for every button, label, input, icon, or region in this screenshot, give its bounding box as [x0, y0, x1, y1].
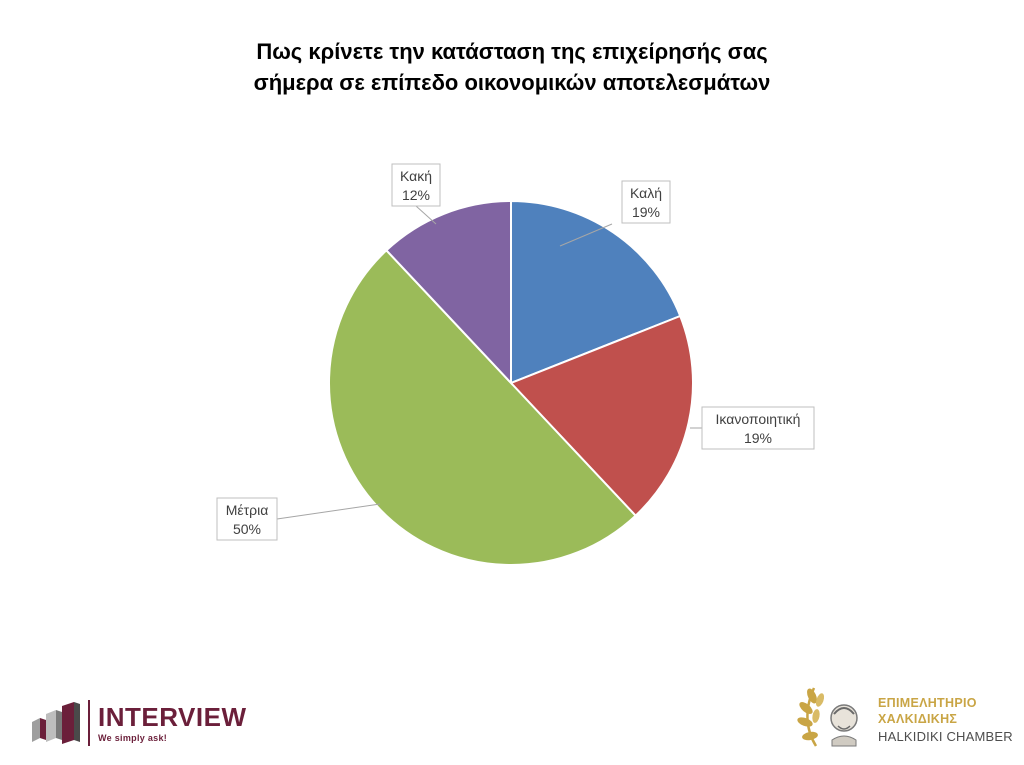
data-label-box-1: [621, 180, 671, 224]
data-label-percent-3: 50%: [233, 521, 261, 537]
olive-branch-bust-icon: [797, 687, 858, 747]
interview-bars-icon: [32, 702, 80, 744]
data-label-percent-4: 12%: [402, 187, 430, 203]
chamber-name-greek-1: ΕΠΙΜΕΛΗΤΗΡΙΟ: [878, 696, 977, 710]
chamber-name-greek-2: ΧΑΛΚΙΔΙΚΗΣ: [878, 712, 958, 726]
pie-slice-1: [510, 199, 682, 385]
chart-title: Πως κρίνετε την κατάσταση της επιχείρησή…: [0, 36, 1024, 98]
chamber-name-english: HALKIDIKI CHAMBER: [878, 729, 1013, 744]
leader-line-4: [415, 205, 437, 225]
interview-separator: [88, 700, 90, 746]
data-label-percent-2: 19%: [744, 430, 772, 446]
chart-title-line-1: Πως κρίνετε την κατάσταση της επιχείρησή…: [256, 39, 768, 64]
pie-slice-2: [509, 314, 694, 518]
data-label-percent-1: 19%: [632, 204, 660, 220]
data-label-category-4: Κακή: [400, 168, 432, 184]
data-label-category-3: Μέτρια: [226, 502, 269, 518]
pie-slice-3: [328, 248, 638, 566]
data-label-box-3: [216, 497, 278, 541]
halkidiki-chamber-logo: ΕΠΙΜΕΛΗΤΗΡΙΟ ΧΑΛΚΙΔΙΚΗΣ HALKIDIKI CHAMBE…: [790, 672, 1024, 762]
leader-line-1: [559, 223, 613, 247]
data-label-box-4: [391, 163, 441, 207]
pie-slice-4: [384, 199, 512, 386]
data-label-category-2: Ικανοποιητική: [716, 411, 801, 427]
data-label-box-2: [701, 406, 815, 450]
interview-wordmark: INTERVIEW: [98, 702, 247, 732]
chart-title-line-2: σήμερα σε επίπεδο οικονομικών αποτελεσμά…: [253, 70, 771, 95]
leader-line-3: [276, 503, 381, 520]
data-label-category-1: Καλή: [630, 185, 662, 201]
interview-tagline: We simply ask!: [98, 733, 168, 743]
interview-logo: INTERVIEW We simply ask!: [30, 698, 260, 750]
